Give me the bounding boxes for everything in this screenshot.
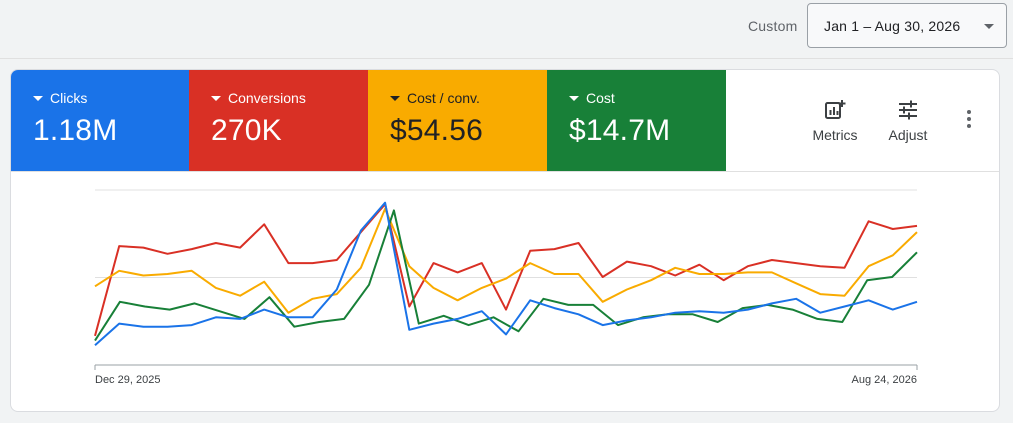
x-axis-end-label: Aug 24, 2026 bbox=[852, 374, 917, 386]
card-divider bbox=[11, 171, 999, 172]
adjust-button[interactable]: Adjust bbox=[881, 70, 935, 171]
series-line-cost bbox=[94, 209, 918, 342]
top-bar: Custom Jan 1 – Aug 30, 2026 bbox=[0, 0, 1013, 59]
dot bbox=[967, 117, 971, 121]
performance-line-chart: Dec 29, 2025 Aug 24, 2026 bbox=[11, 172, 999, 411]
series-line-cost_per_conv bbox=[94, 207, 918, 314]
metric-tile-conversions[interactable]: Conversions 270K bbox=[189, 70, 368, 171]
metric-caret-icon[interactable] bbox=[569, 95, 579, 101]
date-range-value: Jan 1 – Aug 30, 2026 bbox=[824, 17, 961, 34]
metric-caret-icon[interactable] bbox=[390, 95, 400, 101]
metrics-button[interactable]: Metrics bbox=[806, 70, 864, 171]
metrics-button-label: Metrics bbox=[812, 127, 858, 143]
more-options-icon[interactable] bbox=[959, 110, 979, 132]
adjust-button-label: Adjust bbox=[888, 127, 928, 143]
series-line-clicks bbox=[94, 201, 918, 347]
tune-sliders-icon bbox=[899, 100, 917, 120]
metrics-chart-icon bbox=[825, 100, 846, 119]
dot bbox=[967, 110, 971, 114]
metric-tile-clicks[interactable]: Clicks 1.18M bbox=[11, 70, 190, 171]
metric-label: Conversions bbox=[228, 90, 306, 106]
metric-label: Clicks bbox=[50, 90, 88, 106]
x-axis-start-label: Dec 29, 2025 bbox=[95, 374, 160, 386]
metric-value: $14.7M bbox=[569, 114, 671, 147]
metric-caret-icon[interactable] bbox=[211, 95, 221, 101]
metric-value: $54.56 bbox=[390, 114, 483, 147]
metric-tile-cost-per-conversion[interactable]: Cost / conv. $54.56 bbox=[368, 70, 547, 171]
metric-tiles: Clicks 1.18M Conversions 270K Cost / con… bbox=[11, 70, 999, 171]
series-lines bbox=[94, 201, 918, 347]
date-range-dropdown[interactable]: Jan 1 – Aug 30, 2026 bbox=[807, 3, 1007, 48]
grid-lines bbox=[95, 189, 917, 278]
metric-tile-cost[interactable]: Cost $14.7M bbox=[547, 70, 726, 171]
dropdown-caret-icon bbox=[984, 24, 994, 29]
range-type-label: Custom bbox=[748, 18, 798, 34]
dot bbox=[967, 124, 971, 128]
chart-canvas: Dec 29, 2025 Aug 24, 2026 bbox=[94, 189, 918, 386]
performance-card: Clicks 1.18M Conversions 270K Cost / con… bbox=[10, 69, 1000, 412]
metric-value: 1.18M bbox=[33, 114, 118, 147]
metric-value: 270K bbox=[211, 114, 282, 147]
metric-label: Cost bbox=[586, 90, 615, 106]
metric-label: Cost / conv. bbox=[407, 90, 480, 106]
metric-caret-icon[interactable] bbox=[33, 95, 43, 101]
series-line-conversions bbox=[94, 203, 918, 337]
